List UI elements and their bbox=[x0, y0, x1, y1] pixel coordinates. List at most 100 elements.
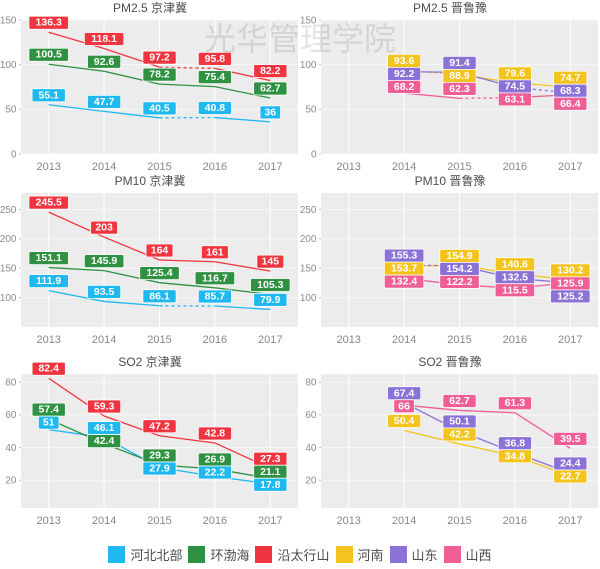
svg-text:SO2 晋鲁豫: SO2 晋鲁豫 bbox=[418, 355, 481, 369]
svg-text:PM10 晋鲁豫: PM10 晋鲁豫 bbox=[415, 174, 486, 188]
svg-text:68.3: 68.3 bbox=[560, 85, 581, 97]
svg-text:115.5: 115.5 bbox=[502, 284, 528, 296]
svg-text:2016: 2016 bbox=[203, 161, 227, 173]
svg-text:125.9: 125.9 bbox=[557, 277, 583, 289]
svg-text:2016: 2016 bbox=[503, 515, 527, 527]
svg-text:67.4: 67.4 bbox=[394, 387, 415, 399]
svg-text:29.3: 29.3 bbox=[149, 450, 170, 462]
svg-text:140.6: 140.6 bbox=[502, 258, 528, 270]
svg-text:40: 40 bbox=[305, 443, 317, 454]
svg-text:97.2: 97.2 bbox=[149, 52, 170, 64]
svg-text:PM2.5 京津冀: PM2.5 京津冀 bbox=[113, 1, 187, 15]
svg-text:118.1: 118.1 bbox=[91, 33, 117, 45]
svg-text:100: 100 bbox=[0, 293, 17, 304]
svg-text:2014: 2014 bbox=[92, 515, 116, 527]
svg-text:164: 164 bbox=[151, 245, 169, 257]
svg-text:SO2 京津冀: SO2 京津冀 bbox=[118, 355, 181, 369]
svg-text:95.8: 95.8 bbox=[205, 53, 226, 65]
svg-text:2015: 2015 bbox=[147, 161, 171, 173]
svg-text:200: 200 bbox=[0, 234, 17, 245]
svg-text:116.7: 116.7 bbox=[202, 272, 228, 284]
svg-text:136.3: 136.3 bbox=[36, 17, 62, 29]
svg-text:36: 36 bbox=[264, 106, 276, 118]
svg-text:2016: 2016 bbox=[503, 334, 527, 346]
svg-text:62.7: 62.7 bbox=[449, 395, 470, 407]
svg-text:2015: 2015 bbox=[147, 515, 171, 527]
svg-text:17.8: 17.8 bbox=[260, 479, 281, 491]
svg-text:20: 20 bbox=[305, 476, 317, 487]
svg-text:40: 40 bbox=[5, 443, 17, 454]
svg-text:61.3: 61.3 bbox=[505, 397, 526, 409]
svg-text:111.9: 111.9 bbox=[36, 275, 61, 287]
svg-text:50: 50 bbox=[305, 105, 317, 116]
svg-text:2014: 2014 bbox=[392, 161, 416, 173]
svg-text:2017: 2017 bbox=[558, 515, 582, 527]
svg-text:50.4: 50.4 bbox=[394, 415, 415, 427]
svg-text:200: 200 bbox=[300, 234, 317, 245]
svg-text:24.4: 24.4 bbox=[560, 458, 581, 470]
svg-text:85.7: 85.7 bbox=[205, 291, 226, 303]
svg-text:2013: 2013 bbox=[336, 515, 360, 527]
svg-text:27.3: 27.3 bbox=[260, 453, 281, 465]
svg-text:79.9: 79.9 bbox=[260, 294, 281, 306]
svg-text:125.2: 125.2 bbox=[557, 290, 583, 302]
svg-text:50: 50 bbox=[5, 105, 17, 116]
svg-text:2017: 2017 bbox=[258, 334, 282, 346]
svg-text:21.1: 21.1 bbox=[260, 466, 281, 478]
svg-text:22.2: 22.2 bbox=[205, 466, 226, 478]
svg-text:105.3: 105.3 bbox=[257, 279, 283, 291]
svg-text:2013: 2013 bbox=[36, 334, 60, 346]
svg-text:78.2: 78.2 bbox=[149, 69, 170, 81]
svg-text:47.2: 47.2 bbox=[149, 420, 170, 432]
svg-text:145: 145 bbox=[262, 256, 280, 268]
svg-text:132.5: 132.5 bbox=[502, 271, 528, 283]
svg-text:82.2: 82.2 bbox=[260, 65, 281, 77]
svg-text:40.8: 40.8 bbox=[205, 102, 226, 114]
svg-text:151.1: 151.1 bbox=[36, 252, 62, 264]
svg-text:PM10 京津冀: PM10 京津冀 bbox=[115, 174, 186, 188]
svg-text:250: 250 bbox=[300, 205, 317, 216]
svg-text:250: 250 bbox=[0, 205, 17, 216]
svg-text:62.3: 62.3 bbox=[449, 83, 470, 95]
svg-text:150: 150 bbox=[300, 15, 317, 26]
svg-text:82.4: 82.4 bbox=[38, 363, 59, 375]
svg-text:57.4: 57.4 bbox=[38, 404, 59, 416]
svg-text:154.9: 154.9 bbox=[446, 250, 472, 262]
svg-text:100: 100 bbox=[300, 60, 317, 71]
svg-text:2015: 2015 bbox=[447, 334, 471, 346]
svg-text:2016: 2016 bbox=[503, 161, 527, 173]
svg-text:75.4: 75.4 bbox=[205, 71, 226, 83]
svg-text:2015: 2015 bbox=[447, 515, 471, 527]
svg-text:0: 0 bbox=[11, 149, 17, 160]
svg-text:2014: 2014 bbox=[92, 334, 116, 346]
svg-text:80: 80 bbox=[305, 377, 317, 388]
svg-text:2013: 2013 bbox=[336, 161, 360, 173]
svg-text:47.7: 47.7 bbox=[94, 96, 115, 108]
svg-text:2013: 2013 bbox=[36, 515, 60, 527]
svg-text:42.8: 42.8 bbox=[205, 427, 226, 439]
svg-text:2016: 2016 bbox=[203, 334, 227, 346]
svg-text:63.1: 63.1 bbox=[505, 93, 526, 105]
svg-text:74.5: 74.5 bbox=[505, 80, 526, 92]
svg-text:55.1: 55.1 bbox=[38, 89, 59, 101]
svg-text:2016: 2016 bbox=[203, 515, 227, 527]
svg-text:2017: 2017 bbox=[558, 334, 582, 346]
svg-text:34.8: 34.8 bbox=[505, 450, 526, 462]
svg-text:PM2.5 晋鲁豫: PM2.5 晋鲁豫 bbox=[413, 1, 487, 15]
svg-text:92.6: 92.6 bbox=[94, 56, 115, 68]
svg-text:74.7: 74.7 bbox=[560, 72, 581, 84]
svg-text:100: 100 bbox=[300, 293, 317, 304]
svg-text:145.9: 145.9 bbox=[91, 255, 117, 267]
svg-text:36.8: 36.8 bbox=[505, 437, 526, 449]
svg-text:60: 60 bbox=[305, 410, 317, 421]
svg-text:51: 51 bbox=[43, 417, 55, 429]
svg-text:150: 150 bbox=[300, 264, 317, 275]
svg-text:2014: 2014 bbox=[392, 515, 416, 527]
svg-text:50.1: 50.1 bbox=[449, 416, 470, 428]
svg-text:62.7: 62.7 bbox=[260, 82, 281, 94]
svg-text:79.6: 79.6 bbox=[505, 67, 526, 79]
svg-text:27.9: 27.9 bbox=[149, 463, 170, 475]
svg-text:150: 150 bbox=[0, 15, 17, 26]
svg-text:154.2: 154.2 bbox=[446, 263, 472, 275]
svg-text:92.2: 92.2 bbox=[394, 68, 415, 80]
